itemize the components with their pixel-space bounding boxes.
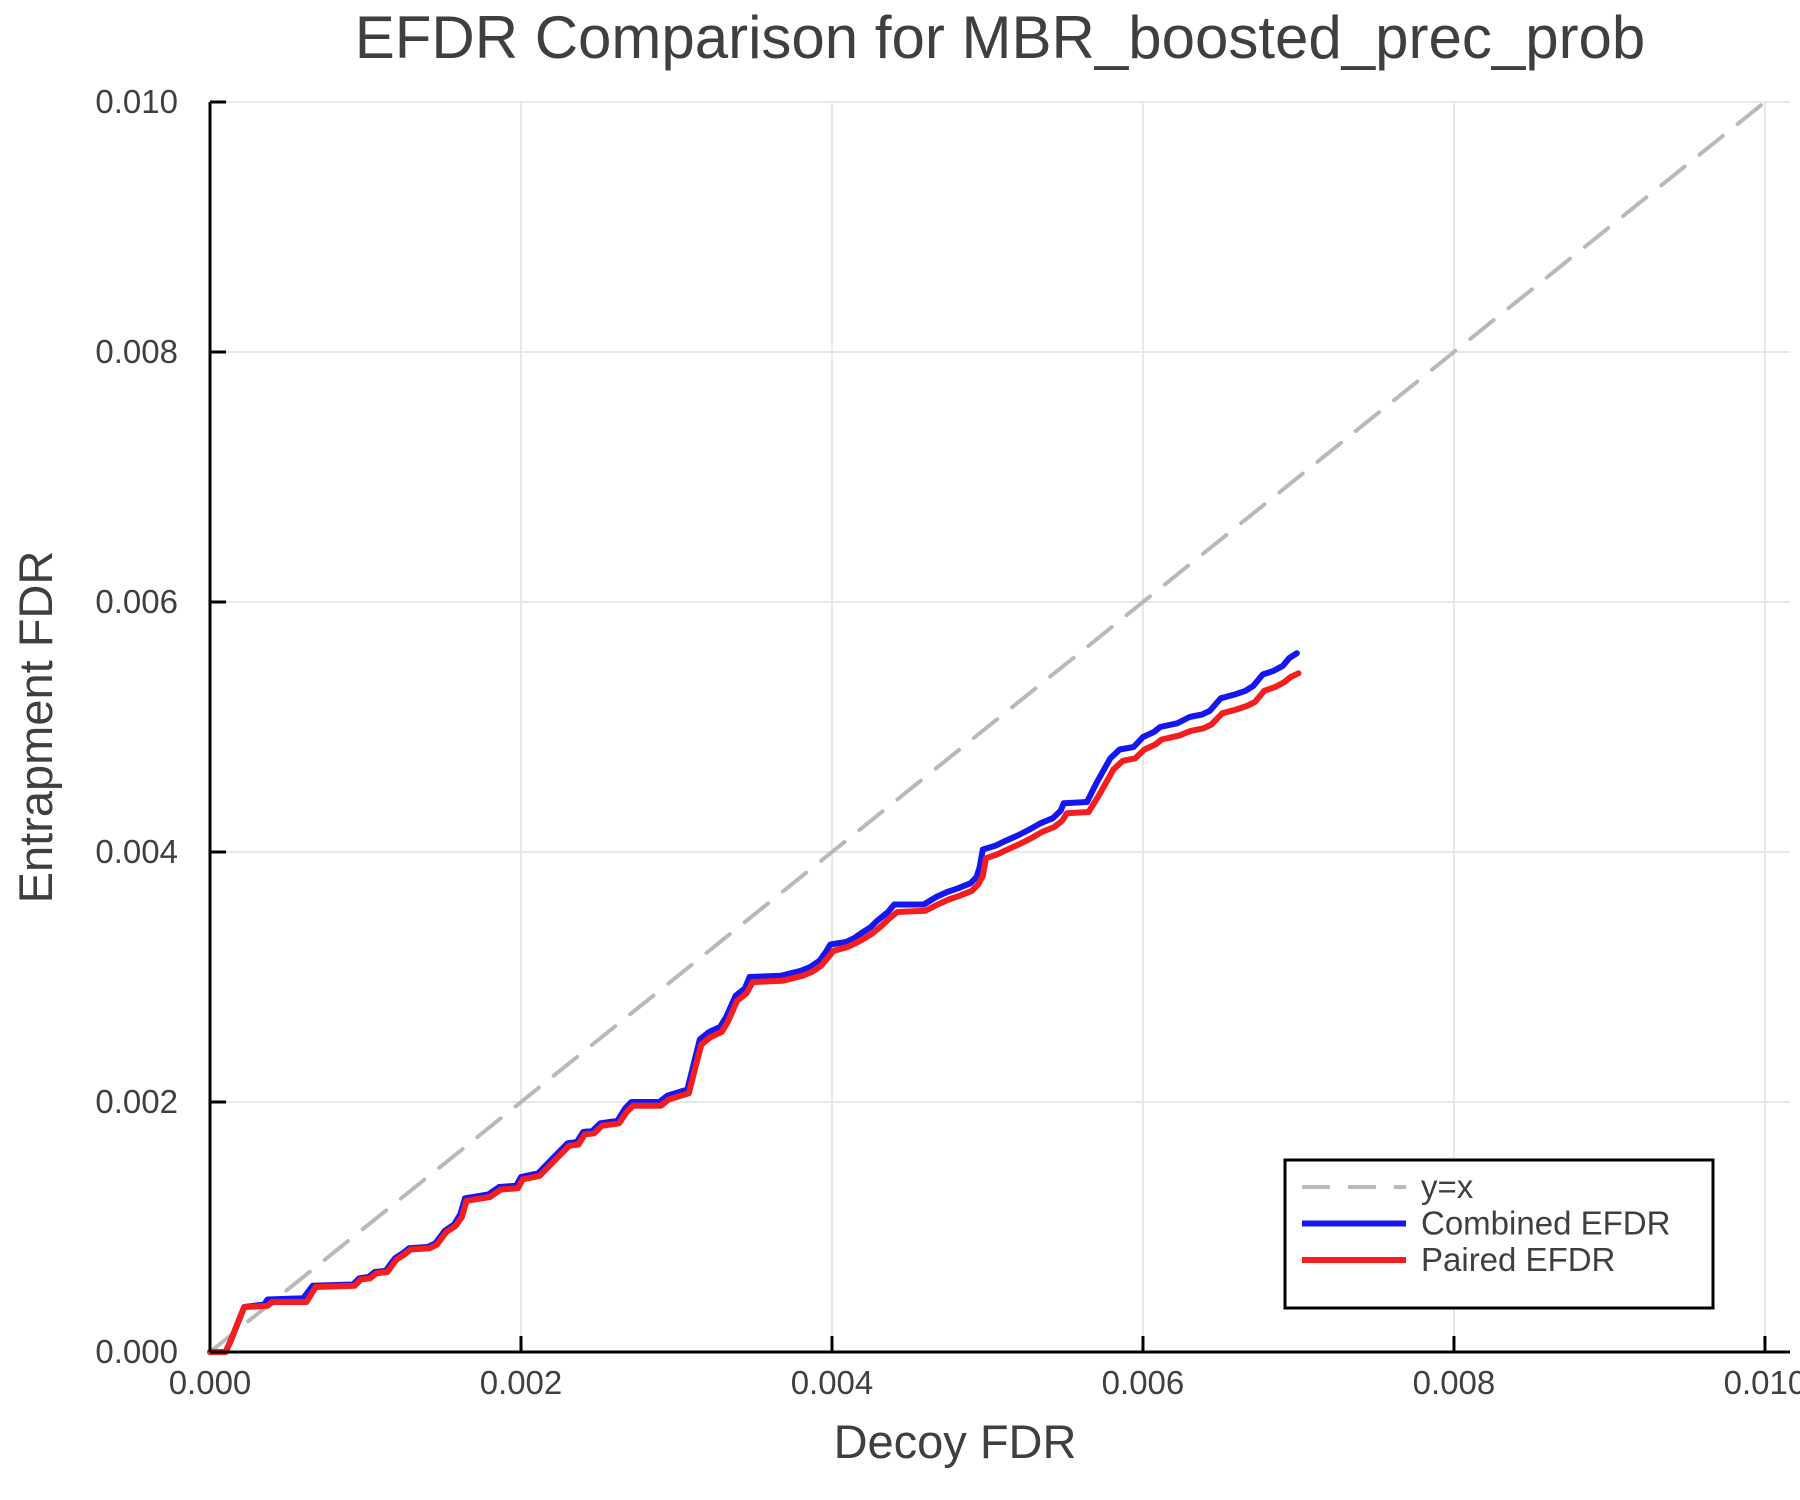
legend-label: Paired EFDR	[1421, 1241, 1615, 1278]
y-tick-label: 0.008	[95, 333, 178, 370]
x-tick-label: 0.006	[1102, 1364, 1185, 1401]
x-tick-label: 0.004	[791, 1364, 874, 1401]
y-axis-label: Entrapment FDR	[9, 551, 62, 904]
legend-label: y=x	[1421, 1168, 1474, 1205]
axes	[208, 100, 1790, 1354]
x-tick-label: 0.008	[1413, 1364, 1496, 1401]
legend-label: Combined EFDR	[1421, 1205, 1670, 1242]
y-tick-label: 0.006	[95, 583, 178, 620]
x-tick-label: 0.000	[169, 1364, 252, 1401]
y-tick-label: 0.010	[95, 83, 178, 120]
x-axis-label: Decoy FDR	[834, 1415, 1077, 1468]
x-tick-label: 0.002	[480, 1364, 563, 1401]
legend-box	[1283, 1158, 1715, 1310]
identity-line	[208, 100, 1767, 1354]
y-tick-label: 0.004	[95, 833, 178, 870]
chart-title: EFDR Comparison for MBR_boosted_prec_pro…	[355, 4, 1646, 71]
y-tick-label: 0.002	[95, 1083, 178, 1120]
paired-efdr-line	[207, 670, 1302, 1355]
y-tick-label: 0.000	[95, 1333, 178, 1370]
x-tick-label: 0.010	[1724, 1364, 1800, 1401]
